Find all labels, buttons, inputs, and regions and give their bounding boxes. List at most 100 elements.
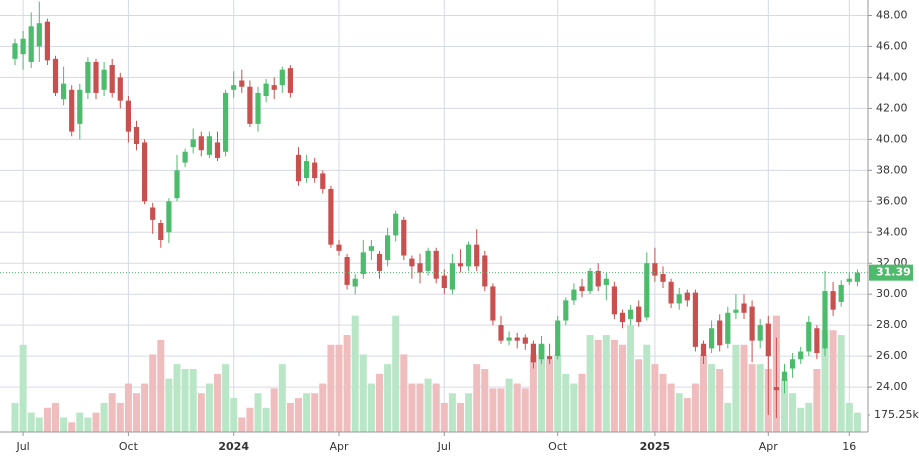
candle-body — [433, 250, 439, 279]
candle-body — [166, 201, 172, 233]
volume-bar — [303, 393, 311, 432]
candle-body — [854, 272, 860, 282]
candle-body — [279, 69, 285, 86]
volume-bar — [205, 383, 213, 432]
candle-body — [838, 284, 844, 302]
volume-bar — [286, 402, 294, 432]
volume-bar — [602, 335, 610, 432]
volume-bar — [35, 417, 43, 432]
candle-body — [668, 281, 674, 304]
volume-bar — [619, 344, 626, 432]
volume-bar — [473, 364, 481, 432]
volume-bar — [408, 383, 416, 432]
candle-body — [320, 173, 326, 189]
volume-bar — [513, 383, 521, 432]
volume-bar — [400, 354, 408, 432]
volume-bar — [384, 364, 392, 432]
candle-body — [287, 68, 293, 93]
volume-bar — [740, 344, 748, 432]
volume-tick-box — [870, 407, 919, 424]
volume-bar — [262, 407, 270, 432]
candle-body — [20, 38, 26, 55]
candle-body — [125, 100, 131, 132]
last-price-label: 31.39 — [876, 266, 911, 279]
volume-bar — [667, 383, 675, 432]
candle-body — [798, 351, 804, 360]
x-tick-label: Jul — [437, 440, 451, 453]
volume-bar — [416, 383, 424, 432]
volume-bar — [538, 344, 545, 432]
candle-body — [781, 371, 788, 381]
volume-bar — [246, 407, 254, 432]
volume-bar — [214, 373, 221, 432]
candle-body — [603, 278, 609, 285]
candle-body — [385, 235, 391, 261]
volume-bar — [659, 373, 667, 432]
volume-bar — [133, 393, 140, 432]
volume-bar — [319, 383, 327, 432]
volume-bar — [635, 359, 643, 432]
x-tick-label: Jul — [15, 440, 29, 453]
candle-body — [336, 244, 342, 251]
candle-body — [190, 139, 196, 148]
volume-bar — [222, 364, 230, 432]
volume-bar — [845, 402, 853, 432]
candle-body — [12, 43, 18, 59]
candle-body — [117, 77, 123, 101]
candle-body — [846, 278, 852, 282]
volume-bar — [60, 417, 68, 432]
x-tick-label: 2024 — [218, 440, 249, 453]
candle-body — [466, 244, 472, 267]
candle-body — [198, 136, 204, 151]
volume-bar — [19, 344, 27, 432]
candle-body — [69, 89, 75, 132]
volume-bar — [335, 344, 343, 432]
candle-body — [417, 263, 423, 273]
volume-bar — [359, 354, 367, 432]
volume-bar — [124, 383, 132, 432]
candle-body — [101, 69, 107, 90]
volume-bar — [311, 393, 319, 432]
candle-body — [806, 322, 812, 352]
volume-bar — [189, 368, 197, 432]
candle-body — [142, 142, 148, 202]
volume-bar — [546, 359, 554, 432]
candle-body — [482, 255, 488, 287]
volume-bar — [562, 373, 570, 432]
candle-body — [344, 257, 350, 285]
candle-body — [717, 320, 723, 346]
candle-body — [247, 86, 253, 124]
volume-bar — [651, 364, 659, 432]
volume-bar — [691, 383, 699, 432]
x-tick-label: Oct — [548, 440, 568, 453]
candle-body — [571, 289, 577, 301]
volume-bar — [805, 402, 813, 432]
candle-body — [295, 154, 302, 182]
candle-body — [77, 89, 83, 124]
volume-bar — [440, 402, 448, 432]
x-tick-label: Apr — [329, 440, 349, 453]
volume-bar — [675, 393, 683, 432]
candle-body — [547, 356, 553, 360]
candle-body — [579, 286, 585, 292]
volume-bar — [432, 383, 440, 432]
volume-bar — [367, 383, 375, 432]
volume-bar — [448, 393, 456, 432]
candle-body — [61, 83, 67, 100]
y-tick-label: 44.00 — [876, 70, 908, 83]
candle-body — [368, 246, 374, 251]
volume-bar — [230, 398, 238, 432]
y-tick-label: 40.00 — [876, 132, 908, 145]
candle-body — [409, 258, 415, 267]
candle-body — [255, 92, 261, 124]
candle-body — [231, 85, 237, 90]
candle-body — [474, 244, 480, 267]
last-price-box — [869, 264, 913, 281]
candle-body — [393, 213, 399, 236]
volume-bar — [708, 364, 716, 432]
candle-body — [271, 85, 277, 90]
candle-body — [85, 61, 91, 93]
candle-body — [814, 328, 820, 354]
candle-body — [725, 312, 731, 344]
